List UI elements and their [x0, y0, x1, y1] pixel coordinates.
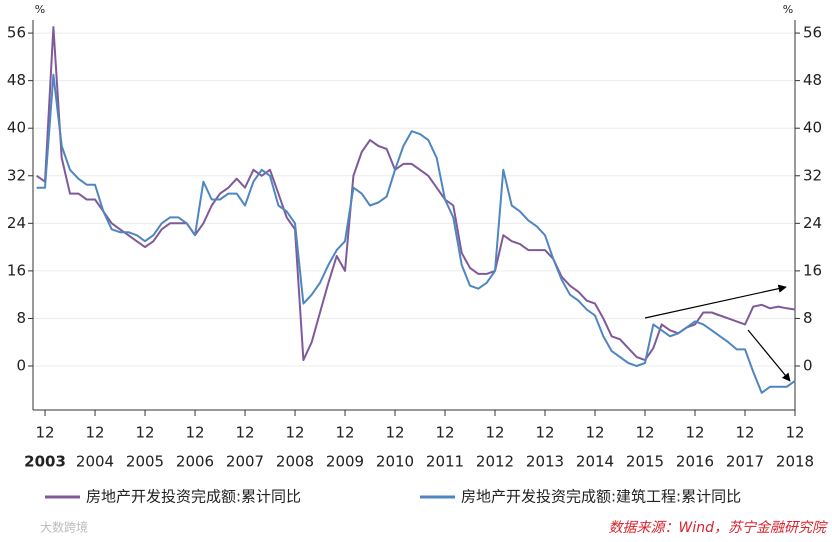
series-line	[36, 73, 796, 394]
y-tick-label: 48	[7, 71, 26, 89]
x-tick-label: 12	[735, 424, 754, 442]
x-tick-label: 12	[35, 424, 54, 442]
x-year-label: 2008	[276, 453, 314, 471]
x-tick-label: 12	[485, 424, 504, 442]
x-year-label: 2013	[526, 453, 564, 471]
x-year-label: 2011	[426, 453, 464, 471]
series-line	[36, 26, 796, 362]
watermark: 大数跨境	[40, 520, 88, 535]
x-tick-label: 12	[85, 424, 104, 442]
x-tick-label: 12	[185, 424, 204, 442]
y2-tick-label: 40	[803, 119, 822, 137]
x-tick-label: 12	[335, 424, 354, 442]
x-tick-label: 12	[535, 424, 554, 442]
x-tick-label: 12	[385, 424, 404, 442]
x-tick-label: 12	[785, 424, 804, 442]
y-tick-label: 32	[7, 166, 26, 184]
y2-unit: %	[783, 3, 793, 16]
y-tick-label: 24	[7, 214, 26, 232]
trend-arrow	[747, 329, 791, 382]
x-year-label: 2015	[626, 453, 664, 471]
x-tick-label: 12	[235, 424, 254, 442]
x-tick-label: 12	[435, 424, 454, 442]
x-tick-label: 12	[685, 424, 704, 442]
x-year-label: 2003	[24, 453, 66, 471]
legend-label: 房地产开发投资完成额:累计同比	[86, 488, 301, 506]
y2-tick-label: 8	[803, 309, 813, 327]
y2-tick-label: 32	[803, 166, 822, 184]
x-tick-label: 12	[135, 424, 154, 442]
x-year-label: 2017	[726, 453, 764, 471]
y-tick-label: 0	[16, 357, 26, 375]
x-year-label: 2010	[376, 453, 414, 471]
y2-tick-label: 16	[803, 261, 822, 279]
x-year-label: 2018	[776, 453, 814, 471]
x-year-label: 2007	[226, 453, 264, 471]
y-tick-label: 16	[7, 261, 26, 279]
y2-tick-label: 24	[803, 214, 822, 232]
x-tick-label: 12	[285, 424, 304, 442]
y-tick-label: 8	[16, 309, 26, 327]
y2-tick-label: 56	[803, 24, 822, 42]
x-year-label: 2009	[326, 453, 364, 471]
x-year-label: 2014	[576, 453, 614, 471]
y2-tick-label: 48	[803, 71, 822, 89]
x-year-label: 2006	[176, 453, 214, 471]
source: 数据来源：Wind，苏宁金融研究院	[609, 520, 828, 536]
y-tick-label: 40	[7, 119, 26, 137]
x-year-label: 2004	[76, 453, 114, 471]
x-year-label: 2016	[676, 453, 714, 471]
x-tick-label: 12	[585, 424, 604, 442]
x-year-label: 2012	[476, 453, 514, 471]
x-tick-label: 12	[635, 424, 654, 442]
x-year-label: 2005	[126, 453, 164, 471]
y-tick-label: 56	[7, 24, 26, 42]
y-unit: %	[35, 3, 45, 16]
legend-label: 房地产开发投资完成额:建筑工程:累计同比	[461, 488, 741, 506]
y2-tick-label: 0	[803, 357, 813, 375]
trend-arrow	[644, 284, 787, 319]
